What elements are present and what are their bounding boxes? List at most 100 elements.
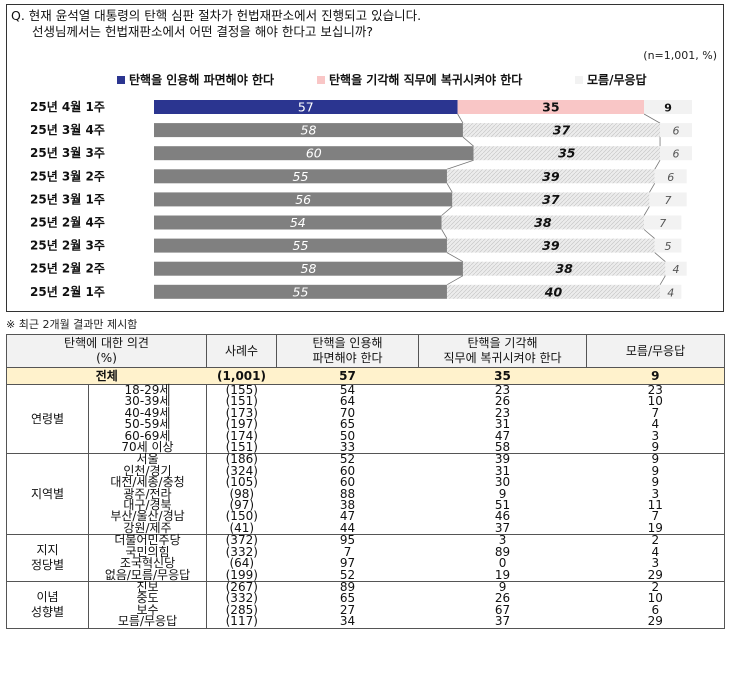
question-line-1: Q. 현재 윤석열 대통령의 탄핵 심판 절차가 헌법재판소에서 진행되고 있습… [11,8,422,23]
bar-segment [154,100,458,114]
cell-uphold: 27 [339,602,356,617]
cell-unknown: 9 [651,475,660,490]
bar-segment [154,123,463,138]
row-label: 전체 [6,367,207,385]
cell-n: (267) [206,580,277,594]
data-label: 55 [293,169,309,184]
table-row: 70세 이상 (151) 33 58 9 [7,440,725,455]
row-label: 50-59세 [88,418,208,431]
data-label: 4 [667,286,674,299]
cell-uphold: 44 [339,520,356,535]
connector-line [643,229,655,239]
cell-dismiss: 19 [494,567,511,582]
row-label: 70세 이상 [88,441,208,454]
cell-unknown: 9 [651,440,660,455]
row-label: 30-39세 [88,395,208,408]
footnote: ※ 최근 2개월 결과만 제시함 [6,318,138,331]
connector-line [643,206,650,216]
connector-line [441,229,448,239]
cell-unknown: 19 [647,520,663,535]
cell-dismiss: 46 [494,509,511,524]
cell-n: (372) [206,534,277,547]
row-label: 중도 [88,592,208,605]
table-row: 대전/세종/충청 (105) 60 30 9 [7,475,725,490]
row-label: 진보 [88,580,208,594]
data-label: 37 [542,192,560,207]
cell-dismiss: 9 [418,580,587,594]
cell-unknown: 9 [586,453,725,466]
connector-line [446,275,464,286]
data-label: 54 [290,215,306,230]
cell-uphold: 60 [339,475,356,490]
cell-unknown: 4 [651,544,660,559]
bar-segment [446,284,661,299]
cell-uphold: 95 [276,534,419,547]
cell-unknown: 11 [647,498,663,513]
cell-uphold: 38 [339,498,356,513]
table-row: 중도 (332) 65 26 10 [7,591,725,606]
cell-uphold: 52 [339,567,356,582]
row-label: 국민의힘 [88,545,208,559]
cell-uphold: 33 [339,440,356,455]
cell-dismiss: 37 [494,520,511,535]
header-uphold: 탄핵을 인용해 파면해야 한다 [276,334,420,368]
cell-dismiss: 23 [418,384,587,397]
data-label: 56 [295,192,311,207]
bar-segment [665,261,687,276]
category-label: 25년 4월 1주 [30,99,105,114]
data-label: 5 [665,240,672,253]
bar-segment [446,169,655,184]
data-label: 60 [306,146,322,161]
row-label: 강원/제주 [88,522,208,535]
bar-segment [154,261,463,276]
table-row: 없음/모름/무응답 (199) 52 19 29 [7,567,725,582]
data-label: 6 [673,148,680,161]
table-row: 인천/경기 (324) 60 31 9 [7,463,725,478]
data-label: 39 [542,238,560,253]
cell-n: (332) [225,591,258,606]
header-unknown: 모름/무응답 [586,334,726,368]
cell-unknown: 4 [651,417,660,432]
cell-n: (151) [225,394,258,409]
cell-dismiss: 37 [494,614,511,629]
chart-panel: Q. 현재 윤석열 대통령의 탄핵 심판 절차가 헌법재판소에서 진행되고 있습… [6,4,724,312]
data-label: 35 [542,100,559,115]
question-line-2: 선생님께서는 헌법재판소에서 어떤 결정을 해야 한다고 보십니까? [32,24,373,39]
category-label: 25년 3월 1주 [30,191,105,206]
cell-n: (173) [225,405,258,420]
table-row: 강원/제주 (41) 44 37 19 [7,520,725,535]
table-row: 40-49세 (173) 70 23 7 [7,405,725,420]
connector-line [457,113,464,124]
data-label: 58 [301,123,317,138]
cell-unknown: 3 [651,556,660,571]
bar-segment [154,169,447,184]
cell-unknown: 3 [651,428,660,443]
bar-segment [649,192,687,207]
cell-dismiss: 26 [494,394,511,409]
group-label: 연령별 [6,383,89,455]
bar-segment [644,215,682,230]
cell-dismiss: 31 [494,463,511,478]
cell-n: (285) [225,602,258,617]
cell-uphold: 97 [339,556,356,571]
data-label: 39 [542,169,560,184]
legend-item-uphold: 탄핵을 인용해 파면해야 한다 [117,71,274,88]
data-label: 40 [544,284,563,299]
cell-dismiss: 23 [494,405,511,420]
cell-dismiss: 30 [494,475,511,490]
category-label: 25년 3월 3주 [30,145,105,160]
data-label: 4 [673,263,680,276]
table-row: 국민의힘 (332) 7 89 4 [7,544,725,559]
category-label: 25년 2월 1주 [30,284,105,299]
table-row: 지지 정당별 더불어민주당 (372) 95 3 2 [6,534,725,582]
cell-n: (98) [229,486,255,501]
cell-dismiss: 39 [418,453,587,466]
row-label: 조국혁신당 [88,557,208,570]
row-label: 대전/세종/충청 [88,476,208,489]
cell-uphold: 70 [339,405,356,420]
row-label: 보수 [88,603,208,617]
bar-segment [660,146,692,161]
header-dismiss: 탄핵을 기각해 직무에 복귀시켜야 한다 [418,334,588,368]
row-label: 모름/무응답 [88,615,208,629]
table-row: 보수 (285) 27 67 6 [7,602,725,617]
